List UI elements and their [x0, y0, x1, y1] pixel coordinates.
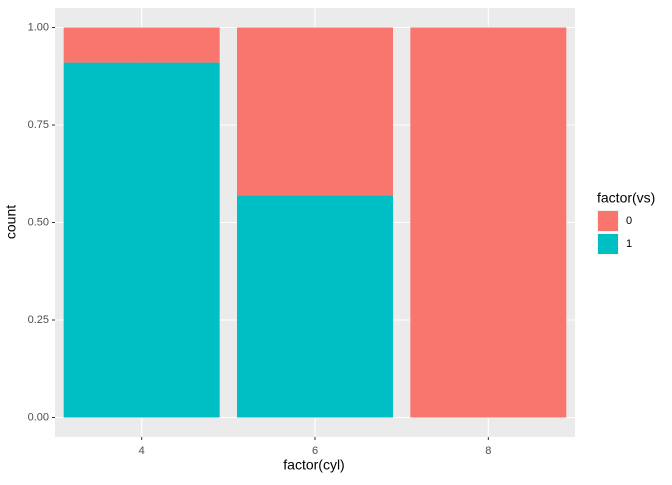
legend-swatch — [598, 211, 618, 231]
y-tick-label: 0.25 — [28, 314, 49, 326]
x-tick-label: 8 — [485, 445, 491, 457]
bar-segment — [237, 195, 393, 418]
y-tick-label: 0.50 — [28, 216, 49, 228]
bar-segment — [237, 27, 393, 196]
bar-segment — [63, 27, 220, 63]
y-tick-label: 0.75 — [28, 119, 49, 131]
legend-label: 1 — [626, 238, 632, 250]
y-tick-label: 0.00 — [28, 411, 49, 423]
x-tick-label: 4 — [139, 445, 145, 457]
y-axis-title: count — [3, 205, 19, 239]
bar-segment — [63, 62, 220, 418]
x-axis-title: factor(cyl) — [283, 457, 344, 473]
legend-swatch — [598, 234, 618, 254]
bar-segment — [410, 27, 567, 418]
legend-title: factor(vs) — [597, 190, 655, 206]
y-tick-label: 1.00 — [28, 21, 49, 33]
legend-label: 0 — [626, 215, 632, 227]
x-tick-label: 6 — [312, 445, 318, 457]
